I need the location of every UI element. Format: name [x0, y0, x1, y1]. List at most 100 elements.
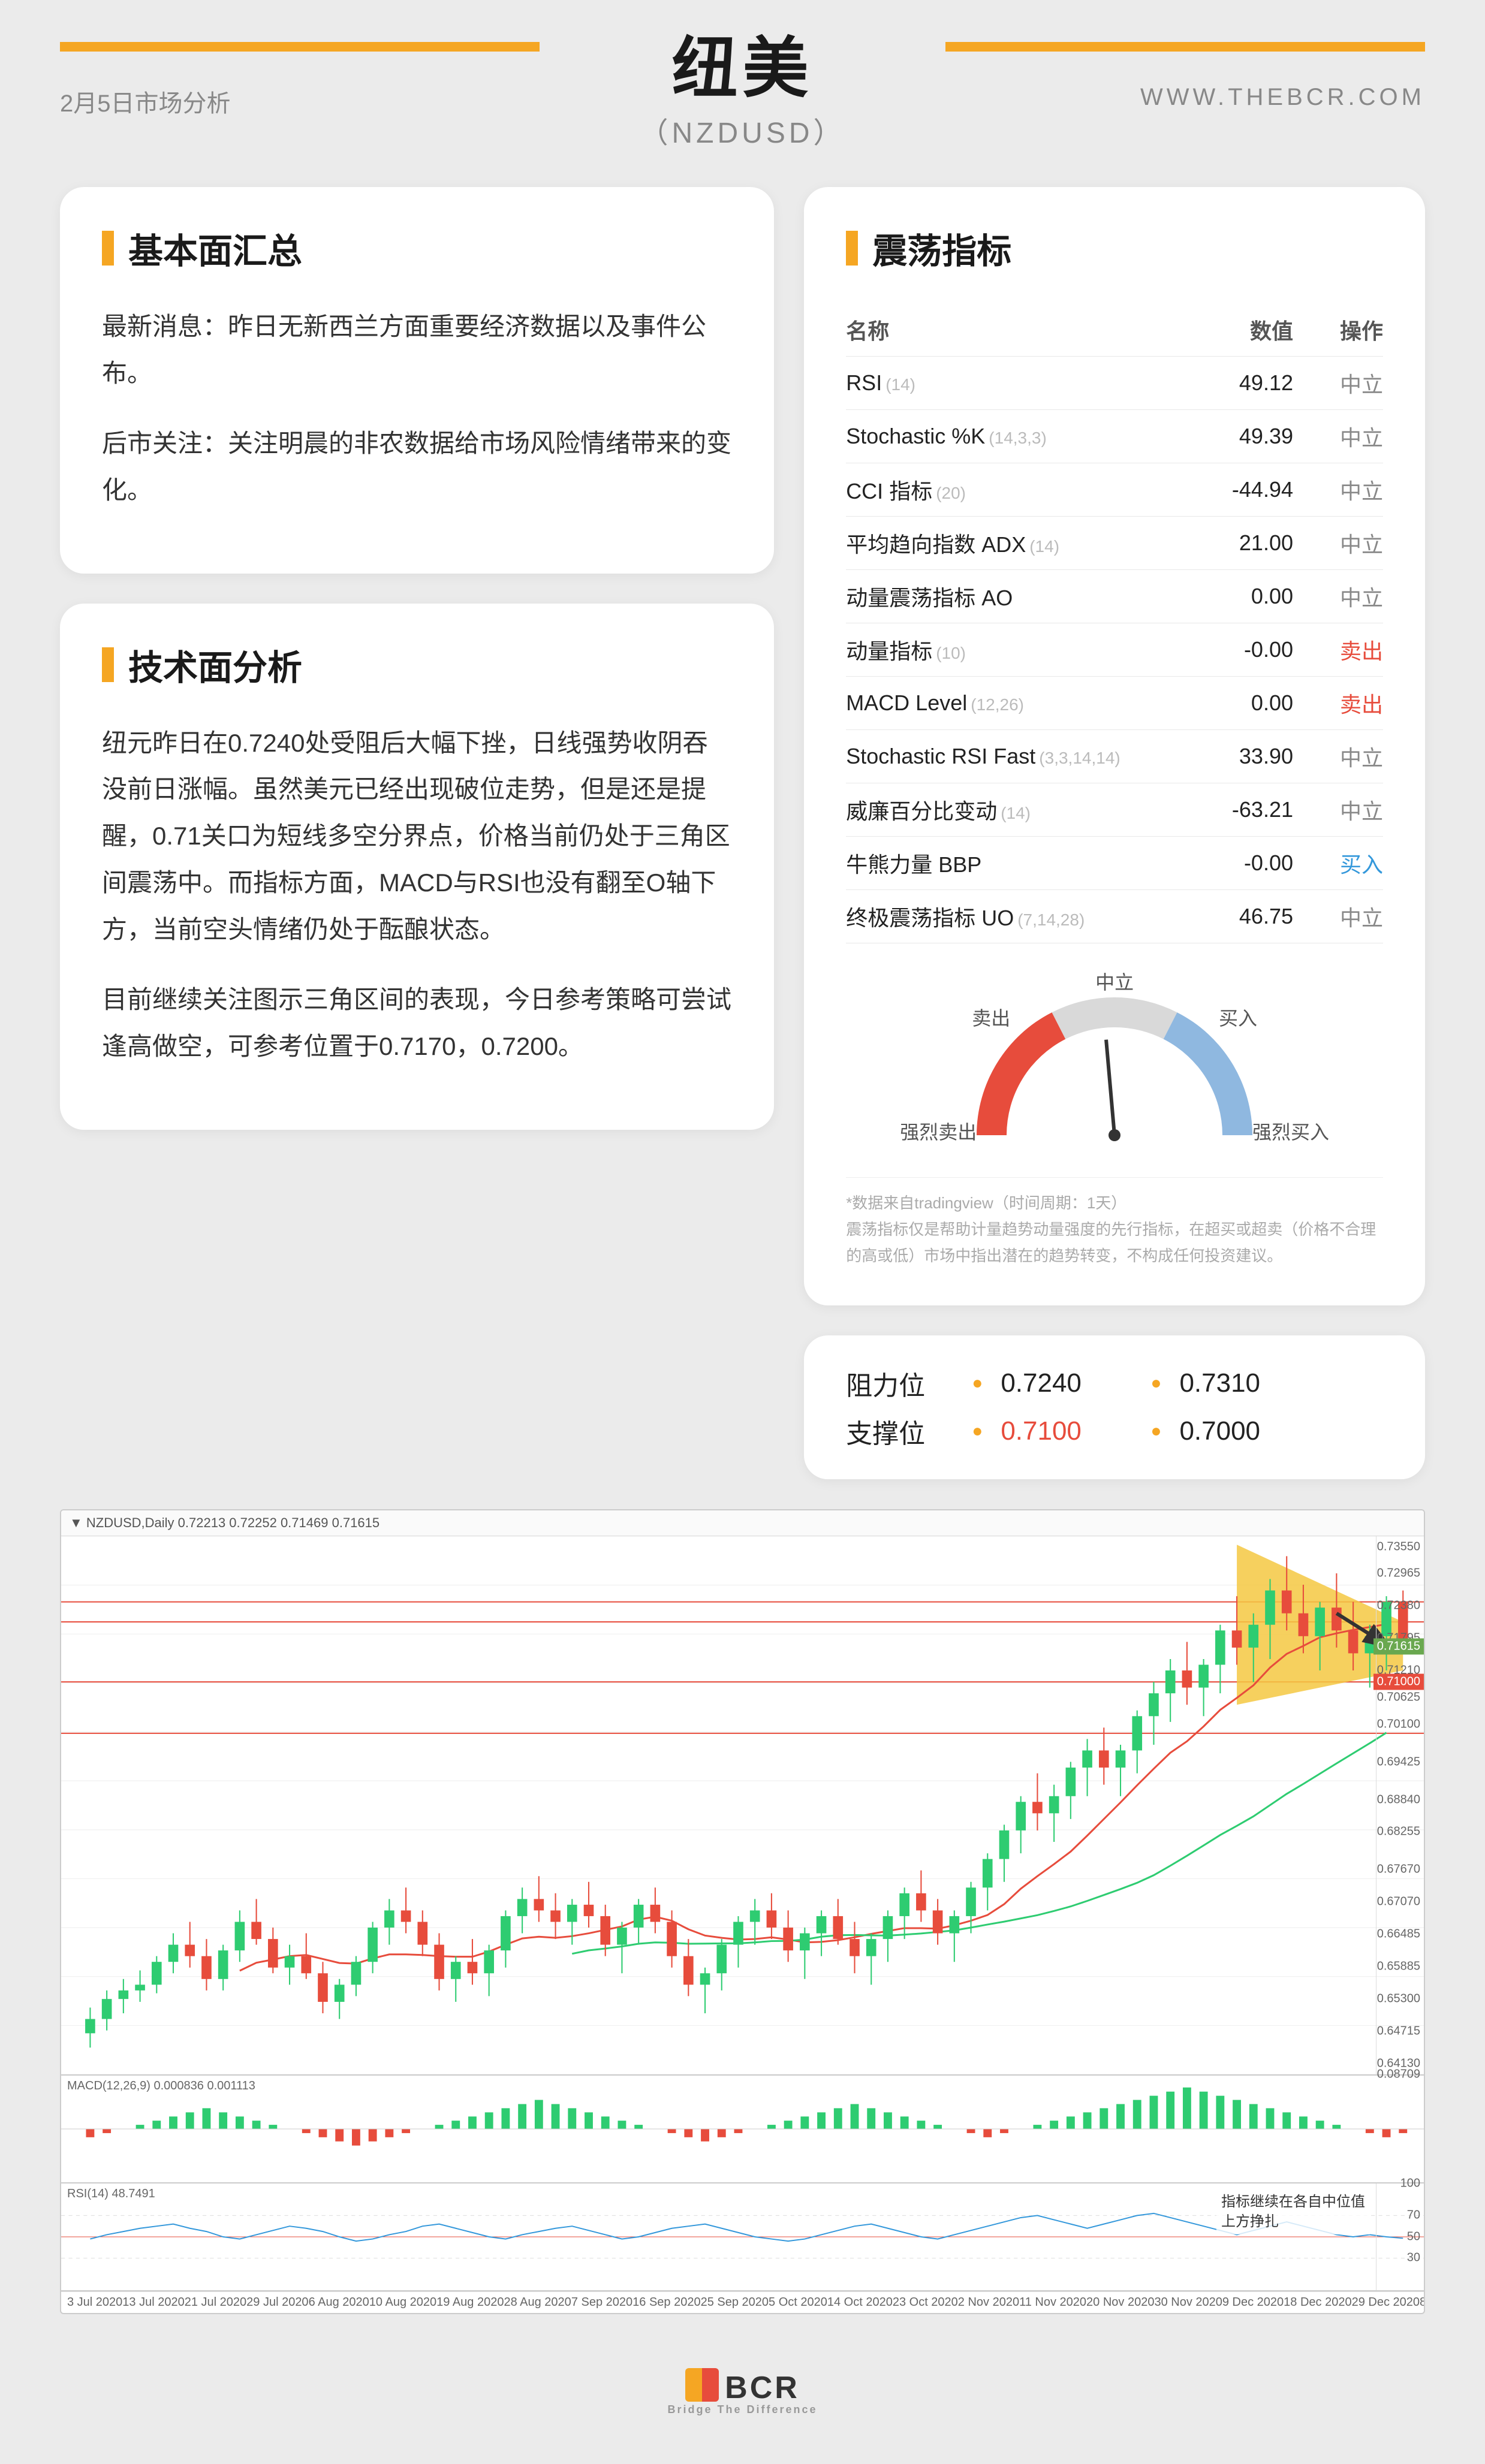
ind-value: 33.90	[1206, 730, 1317, 783]
y-tick: 0.68840	[1377, 1793, 1420, 1806]
x-tick: 14 Oct 2020	[827, 2296, 893, 2309]
ind-value: 49.39	[1206, 410, 1317, 463]
ind-value: -0.00	[1206, 837, 1317, 890]
y-tick: 0.72380	[1377, 1599, 1420, 1613]
resistance-2: 0.7310	[1179, 1368, 1311, 1398]
table-row: MACD Level(12,26) 0.00 卖出	[846, 677, 1383, 730]
table-row: 牛熊力量 BBP -0.00 买入	[846, 837, 1383, 890]
x-tick: 10 Aug 2020	[369, 2296, 436, 2309]
technical-card: 技术面分析 纽元昨日在0.7240处受阻后大幅下挫，日线强势收阴吞没前日涨幅。虽…	[60, 604, 774, 1130]
levels-card: 阻力位 ● 0.7240 ● 0.7310 支撑位 ● 0.7100 ● 0.7…	[804, 1335, 1425, 1479]
bullet-icon: ●	[972, 1421, 983, 1441]
footer-brand: BCR	[725, 2370, 800, 2405]
x-tick: 20 Nov 2020	[1086, 2296, 1154, 2309]
fundamentals-p1: 最新消息：昨日无新西兰方面重要经济数据以及事件公布。	[102, 303, 732, 396]
ind-name: 威廉百分比变动(14)	[846, 783, 1206, 837]
ind-value: 46.75	[1206, 890, 1317, 943]
ind-name: Stochastic RSI Fast(3,3,14,14)	[846, 730, 1206, 783]
x-tick: 16 Sep 2020	[632, 2296, 700, 2309]
table-row: 动量指标(10) -0.00 卖出	[846, 623, 1383, 677]
fundamentals-p2: 后市关注：关注明晨的非农数据给市场风险情绪带来的变化。	[102, 420, 732, 513]
x-tick: 23 Oct 2020	[893, 2296, 958, 2309]
header-rule-right	[945, 42, 1425, 52]
x-tick: 3 Jul 2020	[67, 2296, 122, 2309]
ind-value: -63.21	[1206, 783, 1317, 837]
y-tick: 0.65300	[1377, 1992, 1420, 2005]
page-subtitle: （NZDUSD）	[60, 109, 1425, 151]
x-tick: 7 Sep 2020	[571, 2296, 632, 2309]
ind-action: 中立	[1317, 570, 1383, 623]
footer: BCR Bridge The Difference	[0, 2350, 1485, 2464]
ind-name: 平均趋向指数 ADX(14)	[846, 517, 1206, 570]
table-row: 威廉百分比变动(14) -63.21 中立	[846, 783, 1383, 837]
ind-value: -44.94	[1206, 463, 1317, 517]
x-tick: 18 Dec 2020	[1284, 2296, 1351, 2309]
ind-action: 中立	[1317, 410, 1383, 463]
technical-p1: 纽元昨日在0.7240处受阻后大幅下挫，日线强势收阴吞没前日涨幅。虽然美元已经出…	[102, 720, 732, 952]
header-rule-left	[60, 42, 540, 52]
y-tick: 0.70625	[1377, 1690, 1420, 1704]
bullet-icon: ●	[1150, 1373, 1161, 1394]
y-tick: 0.73550	[1377, 1540, 1420, 1554]
ind-action: 中立	[1317, 783, 1383, 837]
report-date: 2月5日市场分析	[60, 84, 231, 119]
x-tick: 21 Jul 2020	[185, 2296, 246, 2309]
x-tick: 11 Nov 2020	[1019, 2296, 1086, 2309]
ind-name: 终极震荡指标 UO(7,14,28)	[846, 890, 1206, 943]
chart-header: ▼ NZDUSD,Daily 0.72213 0.72252 0.71469 0…	[61, 1510, 1424, 1536]
gauge: 强烈卖出 卖出 中立 买入 强烈买入	[846, 967, 1383, 1165]
gauge-label-buy: 买入	[1219, 1003, 1257, 1031]
page-header: 纽美 （NZDUSD） 2月5日市场分析 WWW.THEBCR.COM	[0, 0, 1485, 175]
ind-action: 中立	[1317, 517, 1383, 570]
support-row: 支撑位 ● 0.7100 ● 0.7000	[846, 1407, 1383, 1455]
ind-name: 动量指标(10)	[846, 623, 1206, 677]
table-row: CCI 指标(20) -44.94 中立	[846, 463, 1383, 517]
x-tick: 25 Sep 2020	[701, 2296, 769, 2309]
ind-value: 0.00	[1206, 570, 1317, 623]
y-tick: 0.69425	[1377, 1755, 1420, 1769]
ind-action: 中立	[1317, 357, 1383, 410]
rsi-label: RSI(14) 48.7491	[67, 2187, 155, 2201]
logo-icon	[685, 2368, 719, 2402]
gauge-label-strong-buy: 强烈买入	[1252, 1117, 1329, 1145]
x-tick: 13 Jul 2020	[122, 2296, 184, 2309]
bullet-icon: ●	[1150, 1421, 1161, 1441]
x-tick: 8 Jan 2021	[1420, 2296, 1425, 2309]
chart-y-axis: 0.735500.729650.723800.717950.716150.712…	[1376, 1536, 1424, 2074]
oscillators-table: 名称 数值 操作 RSI(14) 49.12 中立Stochastic %K(1…	[846, 303, 1383, 943]
macd-panel: MACD(12,26,9) 0.000836 0.001113	[61, 2076, 1424, 2183]
ind-value: 49.12	[1206, 357, 1317, 410]
gauge-label-sell: 卖出	[972, 1003, 1010, 1031]
col-action: 操作	[1317, 303, 1383, 357]
ind-action: 中立	[1317, 730, 1383, 783]
y-tick: 0.66485	[1377, 1928, 1420, 1941]
x-tick: 6 Aug 2020	[309, 2296, 369, 2309]
ind-name: MACD Level(12,26)	[846, 677, 1206, 730]
ind-name: 动量震荡指标 AO	[846, 570, 1206, 623]
disclaimer-l2: 震荡指标仅是帮助计量趋势动量强度的先行指标，在超买或超卖（价格不合理的高或低）市…	[846, 1216, 1383, 1269]
x-tick: 19 Aug 2020	[436, 2296, 504, 2309]
rsi-panel: RSI(14) 48.7491 指标继续在各自中位值 上方挣扎 10070503…	[61, 2183, 1424, 2291]
bullet-icon: ●	[972, 1373, 983, 1394]
y-tick: 0.65885	[1377, 1959, 1420, 1973]
ind-action: 卖出	[1317, 623, 1383, 677]
ind-value: 0.00	[1206, 677, 1317, 730]
x-tick: 29 Dec 2020	[1352, 2296, 1420, 2309]
x-tick: 5 Oct 2020	[769, 2296, 827, 2309]
y-tick: 0.67670	[1377, 1863, 1420, 1877]
fundamentals-card: 基本面汇总 最新消息：昨日无新西兰方面重要经济数据以及事件公布。 后市关注：关注…	[60, 187, 774, 574]
resistance-label: 阻力位	[846, 1364, 954, 1403]
table-row: RSI(14) 49.12 中立	[846, 357, 1383, 410]
y-tick: 0.70100	[1377, 1717, 1420, 1731]
gauge-label-strong-sell: 强烈卖出	[900, 1117, 977, 1145]
resistance-row: 阻力位 ● 0.7240 ● 0.7310	[846, 1359, 1383, 1407]
oscillators-card: 震荡指标 名称 数值 操作 RSI(14) 49.12 中立Stochastic…	[804, 187, 1425, 1305]
y-tick: 0.72965	[1377, 1567, 1420, 1581]
table-row: 动量震荡指标 AO 0.00 中立	[846, 570, 1383, 623]
y-tick: 0.64715	[1377, 2024, 1420, 2038]
ind-name: CCI 指标(20)	[846, 463, 1206, 517]
site-url: WWW.THEBCR.COM	[1140, 84, 1425, 111]
chart-main: 0.735500.729650.723800.717950.716150.712…	[61, 1536, 1424, 2076]
x-tick: 28 Aug 2020	[504, 2296, 571, 2309]
x-tick: 30 Nov 2020	[1154, 2296, 1222, 2309]
